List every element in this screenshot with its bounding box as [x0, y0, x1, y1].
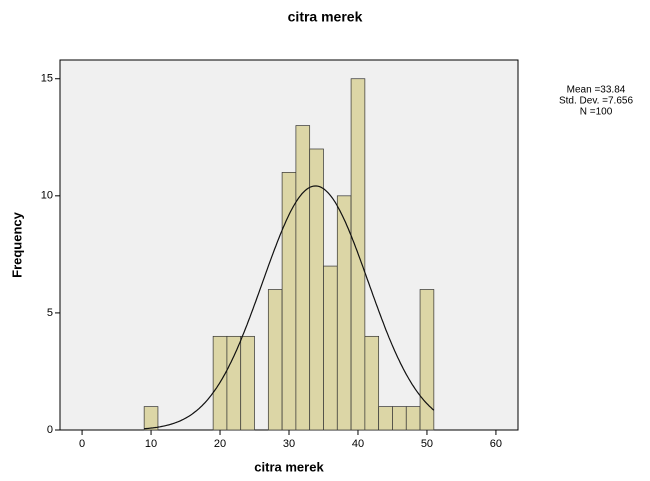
y-tick-label: 10	[41, 190, 53, 202]
chart-title: citra merek	[288, 9, 363, 25]
bar	[419, 289, 435, 431]
bar	[267, 289, 283, 431]
x-axis-label: citra merek	[254, 459, 324, 474]
y-tick-label: 0	[47, 424, 53, 436]
bar	[143, 406, 159, 431]
x-tick-label: 0	[79, 438, 85, 450]
bar	[364, 335, 380, 431]
y-tick-label: 15	[41, 73, 53, 85]
x-tick-label: 30	[283, 438, 295, 450]
bar	[405, 406, 421, 431]
x-tick-label: 10	[145, 438, 157, 450]
bar	[226, 335, 242, 431]
bar	[240, 335, 255, 431]
stats-text: Std. Dev. =7.656	[559, 96, 633, 107]
bar	[295, 125, 311, 431]
x-tick-label: 60	[490, 438, 502, 450]
bar	[309, 148, 324, 431]
normal-curve	[144, 185, 435, 430]
bar	[378, 406, 393, 431]
x-tick-label: 50	[421, 438, 433, 450]
bar	[281, 172, 297, 431]
bar	[323, 265, 338, 431]
stats-text: Mean =33.84	[567, 85, 626, 96]
y-axis-label: Frequency	[9, 211, 24, 278]
y-tick-label: 5	[47, 307, 53, 319]
stats-text: N =100	[580, 107, 613, 118]
bar	[392, 406, 407, 431]
x-tick-label: 40	[352, 438, 364, 450]
x-tick-label: 20	[214, 438, 226, 450]
